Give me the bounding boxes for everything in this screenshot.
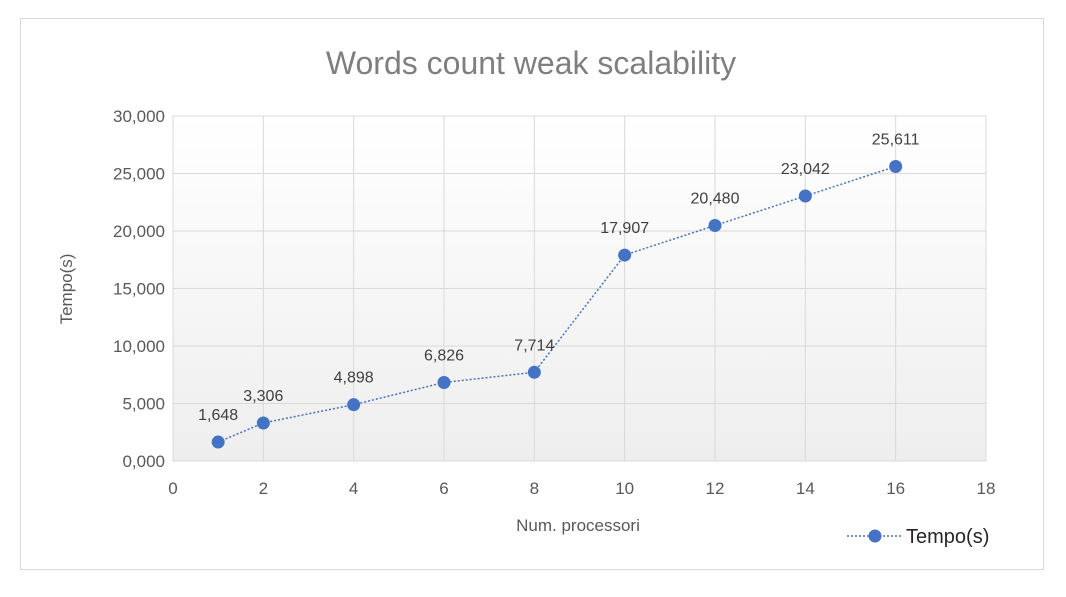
x-tick-label: 12 xyxy=(706,479,725,498)
series-tempo xyxy=(211,159,903,449)
data-point xyxy=(527,365,541,379)
y-tick-label: 0,000 xyxy=(122,452,165,471)
data-label: 6,826 xyxy=(424,348,464,365)
x-tick-label: 18 xyxy=(977,479,996,498)
y-tick-label: 10,000 xyxy=(113,337,165,356)
y-tick-label: 5,000 xyxy=(122,395,165,414)
chart-svg: Words count weak scalability 0,000 5,000 1… xyxy=(57,45,995,548)
data-label: 25,611 xyxy=(872,131,920,148)
y-tick-label: 20,000 xyxy=(113,222,165,241)
y-axis-title: Tempo(s) xyxy=(57,254,76,325)
x-tick-label: 2 xyxy=(259,479,268,498)
chart-title: Words count weak scalability xyxy=(326,45,736,81)
data-labels: 1,648 3,306 4,898 6,826 7,714 17,907 20,480 23,… xyxy=(198,131,920,424)
data-label: 1,648 xyxy=(198,407,238,424)
chart-frame: Words count weak scalability 0,000 5,000 1… xyxy=(20,18,1044,570)
x-tick-label: 4 xyxy=(349,479,358,498)
data-point xyxy=(708,218,722,232)
x-axis-title: Num. processori xyxy=(516,516,640,535)
y-tick-label: 25,000 xyxy=(113,165,165,184)
x-tick-label: 16 xyxy=(886,479,905,498)
data-label: 20,480 xyxy=(691,190,740,207)
y-tick-label: 15,000 xyxy=(113,280,165,299)
x-tick-label: 6 xyxy=(439,479,448,498)
legend: Tempo(s) xyxy=(847,526,989,548)
data-label: 3,306 xyxy=(243,388,283,405)
y-tick-label: 30,000 xyxy=(113,107,165,126)
legend-label: Tempo(s) xyxy=(906,526,989,548)
x-tick-label: 14 xyxy=(796,479,815,498)
data-label: 4,898 xyxy=(334,370,374,387)
x-tick-label: 0 xyxy=(168,479,177,498)
grid xyxy=(172,115,987,462)
data-point xyxy=(347,398,361,412)
y-axis-ticks: 0,000 5,000 10,000 15,000 20,000 25,000 30,000 xyxy=(113,107,165,471)
data-point xyxy=(889,159,903,173)
x-axis-ticks: 0 2 4 6 8 10 12 14 16 18 xyxy=(168,479,995,498)
x-tick-label: 10 xyxy=(615,479,634,498)
data-point xyxy=(798,189,812,203)
legend-marker xyxy=(868,529,882,543)
x-tick-label: 8 xyxy=(530,479,539,498)
data-point xyxy=(256,416,270,430)
data-point xyxy=(618,248,632,262)
data-label: 7,714 xyxy=(514,337,554,354)
data-label: 23,042 xyxy=(781,161,830,178)
data-point xyxy=(211,435,225,449)
data-label: 17,907 xyxy=(600,220,649,237)
data-point xyxy=(437,376,451,390)
